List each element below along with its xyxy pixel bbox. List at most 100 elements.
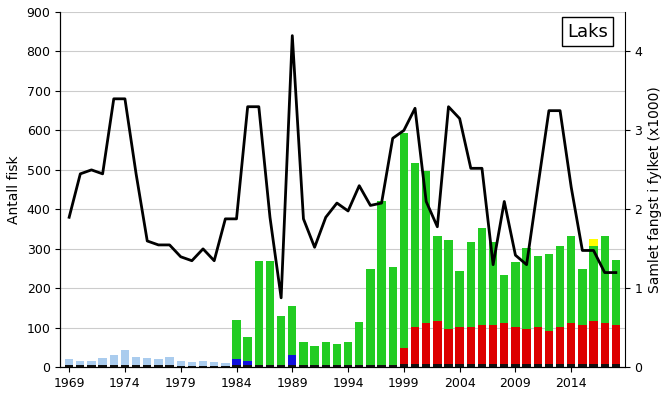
Y-axis label: Samlet fangst i fylket (x1000): Samlet fangst i fylket (x1000) xyxy=(648,86,662,293)
Bar xyxy=(399,349,408,364)
Bar xyxy=(288,306,296,355)
Bar xyxy=(522,364,531,367)
Bar xyxy=(155,365,163,367)
Bar xyxy=(556,246,564,327)
Bar xyxy=(522,329,531,364)
Bar xyxy=(578,364,587,367)
Bar xyxy=(545,254,553,331)
Bar xyxy=(411,163,419,327)
Bar xyxy=(444,329,453,364)
Bar xyxy=(611,364,620,367)
Bar xyxy=(244,337,252,360)
Bar xyxy=(456,364,464,367)
Bar xyxy=(143,365,151,367)
Bar xyxy=(466,364,475,367)
Bar xyxy=(489,242,497,325)
Bar xyxy=(332,344,341,365)
Bar xyxy=(389,267,397,365)
Bar xyxy=(589,246,597,321)
Bar xyxy=(277,316,285,365)
Bar xyxy=(132,365,140,367)
Bar xyxy=(266,365,274,367)
Bar xyxy=(567,236,575,323)
Bar xyxy=(377,202,386,365)
Bar xyxy=(143,358,151,365)
Bar xyxy=(299,365,308,367)
Bar xyxy=(155,359,163,365)
Bar xyxy=(332,365,341,367)
Bar xyxy=(221,366,229,367)
Bar xyxy=(199,361,207,366)
Bar xyxy=(422,364,430,367)
Bar xyxy=(110,355,118,365)
Bar xyxy=(478,228,486,325)
Bar xyxy=(98,365,107,367)
Bar xyxy=(232,359,241,365)
Bar xyxy=(132,357,140,365)
Bar xyxy=(601,323,609,364)
Bar xyxy=(466,327,475,364)
Bar xyxy=(411,327,419,364)
Bar xyxy=(466,242,475,327)
Bar xyxy=(120,350,129,365)
Bar xyxy=(188,366,196,367)
Bar xyxy=(556,327,564,364)
Bar xyxy=(221,363,229,366)
Bar xyxy=(433,321,442,364)
Bar xyxy=(232,320,241,359)
Bar xyxy=(534,364,542,367)
Bar xyxy=(98,358,107,365)
Bar xyxy=(355,322,363,365)
Bar xyxy=(87,360,96,365)
Bar xyxy=(500,323,508,364)
Bar xyxy=(611,325,620,364)
Bar xyxy=(120,365,129,367)
Bar xyxy=(601,364,609,367)
Bar xyxy=(210,366,218,367)
Bar xyxy=(87,365,96,367)
Bar xyxy=(288,355,296,365)
Bar xyxy=(422,171,430,323)
Bar xyxy=(199,366,207,367)
Bar xyxy=(511,364,520,367)
Bar xyxy=(567,364,575,367)
Bar xyxy=(65,365,74,367)
Bar xyxy=(567,323,575,364)
Bar xyxy=(110,365,118,367)
Bar xyxy=(411,364,419,367)
Bar xyxy=(578,270,587,325)
Bar xyxy=(299,342,308,365)
Bar xyxy=(399,364,408,367)
Bar xyxy=(76,365,84,367)
Bar xyxy=(511,262,520,327)
Bar xyxy=(456,272,464,327)
Bar xyxy=(244,360,252,365)
Bar xyxy=(500,364,508,367)
Bar xyxy=(165,357,174,365)
Bar xyxy=(76,361,84,365)
Bar xyxy=(266,261,274,365)
Bar xyxy=(366,365,375,367)
Bar xyxy=(611,260,620,325)
Bar xyxy=(244,365,252,367)
Bar xyxy=(500,276,508,323)
Bar xyxy=(534,327,542,364)
Bar xyxy=(589,321,597,364)
Bar xyxy=(589,239,597,246)
Bar xyxy=(310,346,319,365)
Bar xyxy=(322,342,330,365)
Bar xyxy=(601,236,609,323)
Bar xyxy=(422,323,430,364)
Bar xyxy=(444,240,453,329)
Bar xyxy=(545,364,553,367)
Bar xyxy=(589,364,597,367)
Bar xyxy=(344,365,353,367)
Bar xyxy=(456,327,464,364)
Bar xyxy=(366,269,375,365)
Bar xyxy=(255,365,263,367)
Bar xyxy=(389,365,397,367)
Bar xyxy=(210,362,218,366)
Bar xyxy=(165,365,174,367)
Bar xyxy=(522,248,531,329)
Bar xyxy=(277,365,285,367)
